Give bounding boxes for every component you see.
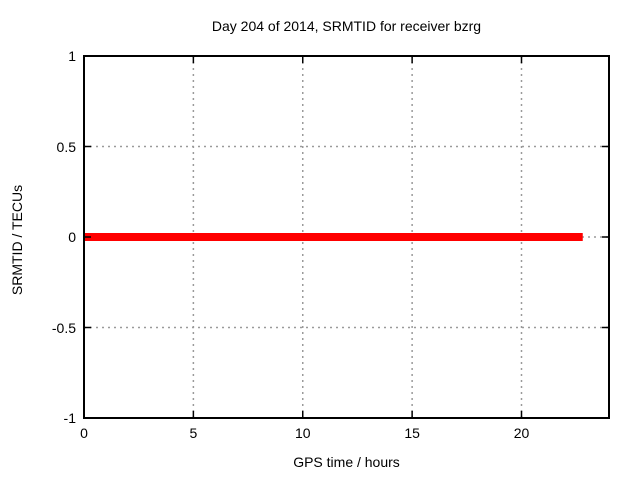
x-tick-label: 15 <box>404 425 420 441</box>
y-tick-label: 0 <box>68 229 76 245</box>
y-tick-label: -0.5 <box>51 319 76 336</box>
x-tick-label: 20 <box>513 425 530 441</box>
y-tick-label: 1 <box>68 48 76 64</box>
x-tick-label: 5 <box>189 425 198 441</box>
x-axis-label: GPS time / hours <box>293 454 400 470</box>
x-tick-label: 10 <box>294 425 311 441</box>
y-tick-label: -1 <box>63 410 76 426</box>
y-tick-label: 0.5 <box>56 138 76 155</box>
x-tick-label: 0 <box>80 425 88 441</box>
chart-title: Day 204 of 2014, SRMTID for receiver bzr… <box>211 18 482 34</box>
